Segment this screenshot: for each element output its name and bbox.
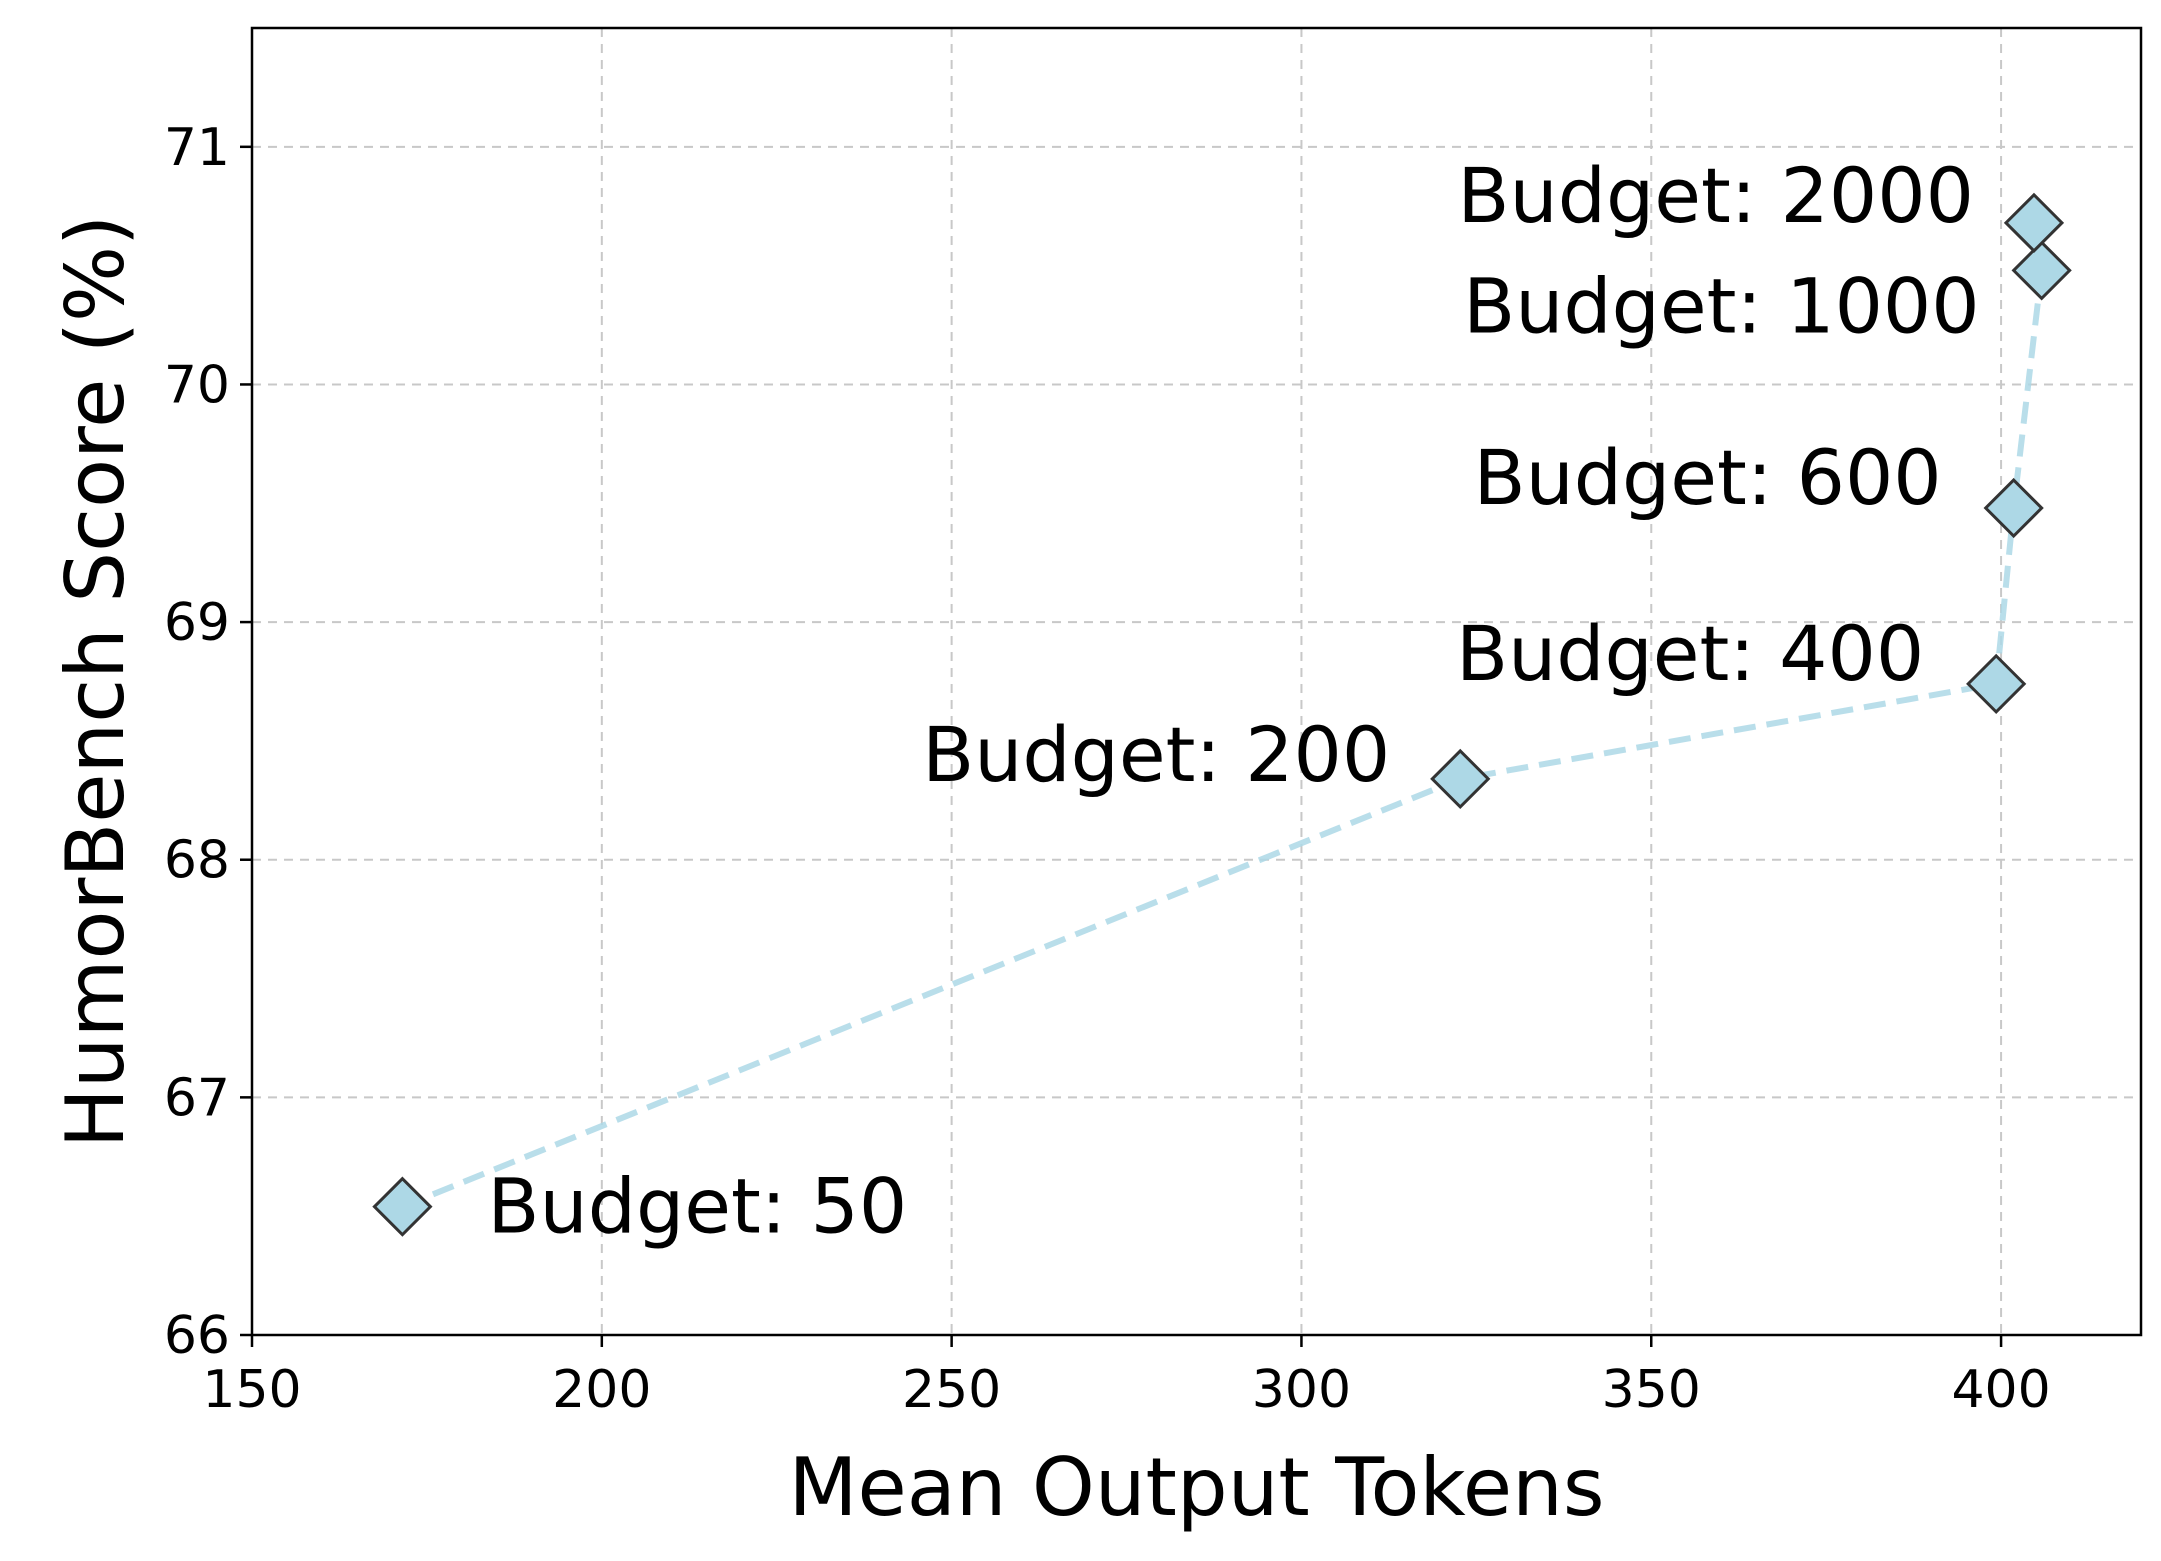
y-tick-label: 70 (164, 355, 230, 415)
x-tick-label: 150 (202, 1360, 301, 1420)
data-label: Budget: 50 (487, 1162, 907, 1251)
x-tick-label: 350 (1602, 1360, 1701, 1420)
data-point-marker (1983, 477, 2044, 539)
x-axis-title: Mean Output Tokens (788, 1441, 1604, 1534)
plot-frame (250, 26, 2143, 1337)
data-label: Budget: 600 (1473, 433, 1941, 522)
y-tick-label: 67 (164, 1068, 230, 1128)
annotation-group: Budget: 50 Budget: 200 Budget: 400 Budget: … (487, 151, 1979, 1251)
data-point-marker (2003, 192, 2065, 253)
data-label: Budget: 400 (1456, 609, 1924, 698)
tick-group: 150 200 250 300 350 400 66 67 68 69 70 71 (164, 118, 2051, 1420)
x-tick-label: 250 (902, 1360, 1001, 1420)
data-point-marker (372, 1176, 433, 1237)
data-label: Budget: 1000 (1463, 261, 1980, 350)
y-tick-label: 68 (164, 831, 230, 891)
data-label: Budget: 2000 (1457, 151, 1974, 240)
y-axis-title: HumorBench Score (%) (49, 215, 142, 1148)
data-point-marker (1966, 653, 2027, 714)
y-tick-label: 71 (164, 118, 230, 178)
x-tick-label: 200 (552, 1360, 651, 1420)
data-point-marker (2011, 240, 2072, 301)
x-tick-label: 300 (1252, 1360, 1351, 1420)
marker-group (372, 192, 2072, 1237)
data-point-marker (1430, 748, 1491, 810)
data-label: Budget: 200 (922, 710, 1390, 799)
y-tick-label: 66 (164, 1306, 230, 1366)
y-tick-label: 69 (164, 593, 230, 653)
x-tick-label: 400 (1951, 1360, 2050, 1420)
